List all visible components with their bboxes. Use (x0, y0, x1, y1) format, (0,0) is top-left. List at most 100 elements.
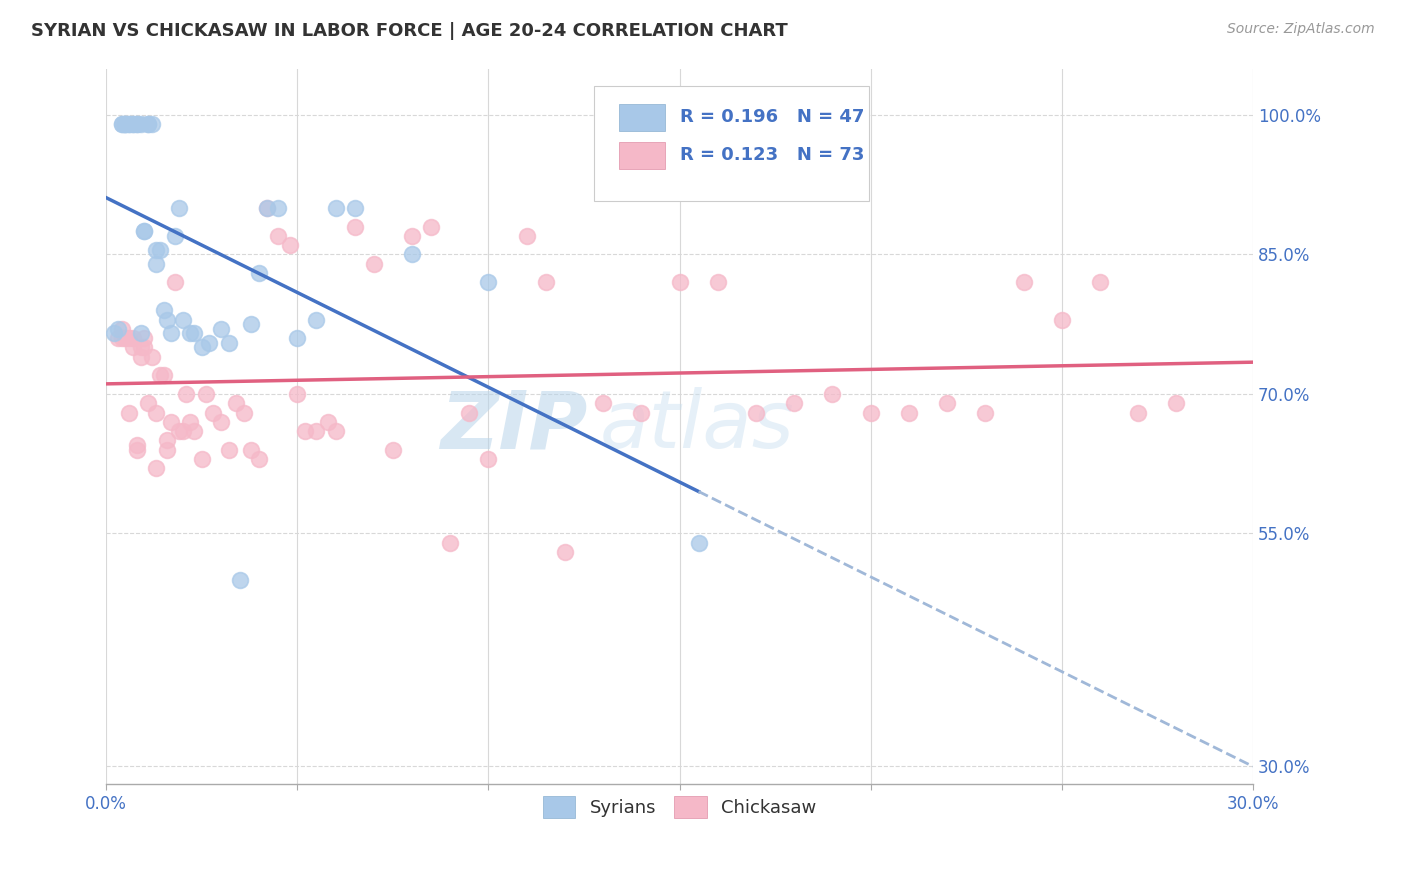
Point (821, 387, 844, 401)
Point (554, 545, 576, 559)
Point (145, 243, 167, 257)
Point (114, 117, 136, 131)
Point (974, 405, 997, 419)
Point (179, 326, 201, 341)
Point (240, 317, 263, 331)
Point (343, 219, 366, 234)
Point (668, 276, 690, 290)
Point (110, 331, 132, 345)
Point (172, 312, 194, 326)
Point (136, 117, 159, 131)
Point (278, 238, 301, 252)
Point (125, 442, 148, 457)
Point (156, 434, 179, 448)
Point (136, 396, 159, 410)
Point (630, 405, 652, 419)
Point (859, 405, 882, 419)
Bar (619, 142, 665, 169)
FancyBboxPatch shape (593, 87, 869, 201)
Point (125, 117, 148, 131)
Point (134, 224, 156, 238)
Point (225, 396, 247, 410)
Point (163, 276, 186, 290)
Point (122, 341, 145, 355)
Text: R = 0.196   N = 47: R = 0.196 N = 47 (679, 108, 863, 126)
Point (118, 405, 141, 419)
Point (149, 243, 172, 257)
Point (325, 201, 347, 215)
Point (294, 424, 316, 438)
Point (103, 326, 125, 341)
Point (172, 424, 194, 438)
Point (125, 117, 148, 131)
Point (129, 326, 152, 341)
Point (783, 396, 806, 410)
Point (316, 415, 339, 429)
Point (325, 424, 347, 438)
Point (477, 276, 499, 290)
Point (156, 442, 179, 457)
Point (118, 331, 141, 345)
Point (1128, 405, 1150, 419)
Point (343, 201, 366, 215)
Point (114, 331, 136, 345)
Point (267, 228, 290, 243)
Point (122, 331, 145, 345)
Point (232, 405, 254, 419)
Point (458, 405, 481, 419)
Point (420, 219, 443, 234)
Point (110, 117, 132, 131)
Point (145, 405, 167, 419)
Point (179, 415, 201, 429)
Point (363, 257, 385, 271)
Point (285, 387, 308, 401)
Point (401, 247, 423, 261)
Point (191, 452, 214, 467)
Legend: Syrians, Chickasaw: Syrians, Chickasaw (536, 789, 824, 825)
Point (118, 117, 141, 131)
Point (209, 322, 232, 336)
Point (156, 312, 179, 326)
Point (240, 442, 263, 457)
Point (107, 331, 129, 345)
Point (163, 228, 186, 243)
Point (688, 535, 710, 549)
Point (167, 424, 190, 438)
Point (1166, 396, 1188, 410)
Point (592, 396, 614, 410)
Bar (619, 103, 665, 131)
Point (191, 341, 214, 355)
Point (218, 442, 240, 457)
Point (936, 396, 959, 410)
Point (183, 424, 205, 438)
Point (122, 117, 145, 131)
Point (247, 452, 270, 467)
Point (167, 201, 190, 215)
Point (114, 117, 136, 131)
Point (152, 368, 174, 383)
Point (134, 224, 156, 238)
Text: SYRIAN VS CHICKASAW IN LABOR FORCE | AGE 20-24 CORRELATION CHART: SYRIAN VS CHICKASAW IN LABOR FORCE | AGE… (31, 22, 787, 40)
Point (202, 405, 225, 419)
Point (134, 341, 156, 355)
Point (897, 405, 920, 419)
Point (110, 117, 132, 131)
Point (194, 387, 217, 401)
Point (141, 350, 163, 364)
Point (125, 438, 148, 452)
Point (247, 266, 270, 280)
Point (285, 331, 308, 345)
Point (198, 335, 221, 350)
Point (122, 117, 145, 131)
Point (706, 276, 728, 290)
Point (129, 117, 152, 131)
Point (229, 573, 252, 587)
Point (160, 326, 183, 341)
Point (534, 276, 557, 290)
Point (134, 331, 156, 345)
Point (149, 368, 172, 383)
Point (176, 387, 198, 401)
Point (305, 424, 328, 438)
Point (160, 415, 183, 429)
Point (1050, 312, 1073, 326)
